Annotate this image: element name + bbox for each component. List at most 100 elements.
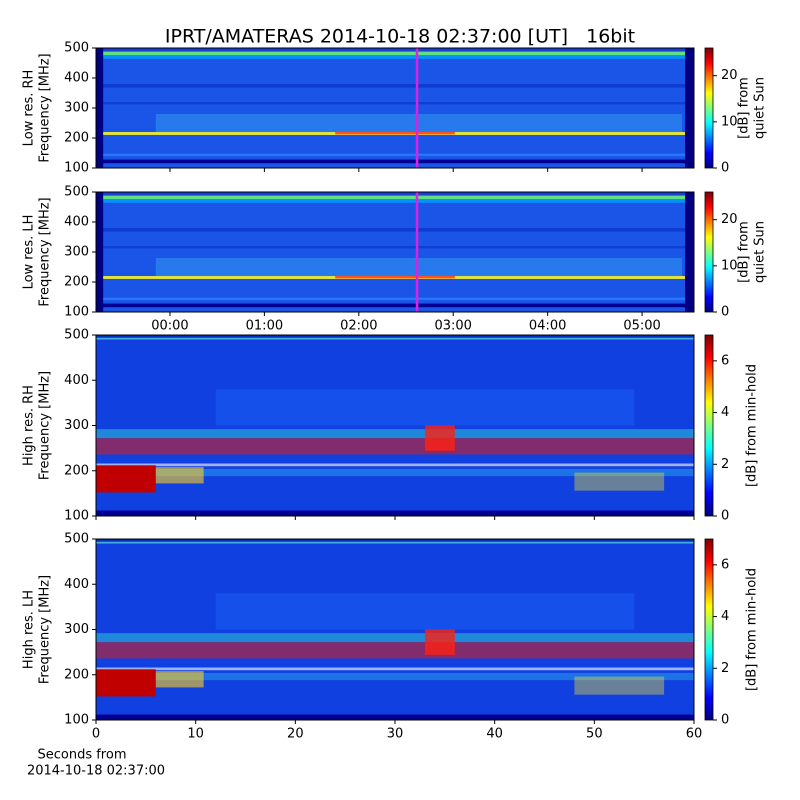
spectrogram-band [96,84,694,88]
spectrogram-band [96,153,694,156]
spectrogram-band [96,48,104,168]
y-tick-label: 500 [64,328,89,343]
spectrogram-band [96,337,694,340]
colorbar-tick-label: 2 [721,457,729,472]
spectrogram-band [96,669,156,697]
spectrogram-band [96,199,694,203]
colorbar-tick-label: 0 [721,509,729,524]
y-tick-label: 400 [64,577,89,592]
spectrogram-band [96,463,694,467]
x-tick-label: 02:00 [340,319,377,334]
spectrogram-band [424,629,455,655]
x-tick-label: 00:00 [151,319,188,334]
spectrogram-band [96,55,694,59]
spectrogram-band [96,192,104,312]
y-tick-label: 200 [64,131,89,146]
colorbar-tick-label: 6 [721,557,729,572]
spectrogram-band [96,429,694,439]
y-tick-label: 200 [64,275,89,290]
y-tick-label: 400 [64,215,89,230]
y-tick-label: 400 [64,71,89,86]
spectrogram [96,48,694,168]
colorbar-tick-label: 2 [721,661,729,676]
colorbar [704,334,714,517]
x-tick-label: 50 [586,727,603,742]
spectrogram-band [574,676,665,695]
colorbar-tick-label: 4 [721,609,729,624]
y-tick-label: 300 [64,622,89,637]
y-tick-label: 100 [64,305,89,320]
spectrogram-band [96,192,694,196]
spectrogram-band [96,102,694,105]
chart-title: IPRT/AMATERAS 2014-10-18 02:37:00 [UT] 1… [165,26,635,48]
spectrogram-band [96,48,694,52]
spectrogram-band [96,642,694,659]
colorbar-label: [dB] from [737,221,752,283]
colorbar [704,538,714,721]
y-axis-label: High res. RH [22,385,37,466]
spectrogram-band [155,258,683,276]
colorbar-tick-label: 20 [721,212,738,227]
y-axis-label: Low res. LH [22,215,37,290]
spectrogram-band [424,425,455,451]
spectrogram-band [685,192,694,312]
y-tick-label: 300 [64,418,89,433]
x-tick-label: 40 [486,727,503,742]
x-axis-label: Seconds from [37,748,126,763]
y-tick-label: 100 [64,161,89,176]
spectrogram-band [155,671,204,688]
y-tick-label: 100 [64,509,89,524]
y-axis-label: Frequency [MHz] [38,371,53,480]
spectrogram-band [96,541,694,544]
y-axis-label: Frequency [MHz] [38,197,53,306]
x-tick-label: 30 [387,727,404,742]
y-axis-label: Frequency [MHz] [38,575,53,684]
x-tick-label: 60 [686,727,703,742]
spectrogram-band [215,389,635,426]
y-tick-label: 500 [64,185,89,200]
colorbar [704,191,714,313]
colorbar [704,47,714,169]
spectrogram [96,192,694,312]
colorbar-tick-label: 10 [721,258,738,273]
y-axis-label: Frequency [MHz] [38,53,53,162]
spectrogram-band [96,667,694,671]
y-tick-label: 400 [64,373,89,388]
spectrogram-band [335,276,455,279]
y-tick-label: 500 [64,532,89,547]
colorbar-label: quiet Sun [753,221,768,283]
spectrogram-band [96,465,156,493]
y-tick-label: 300 [64,245,89,260]
spectrogram-band [96,438,694,455]
x-tick-label: 01:00 [246,319,283,334]
spectrogram-band [96,633,694,643]
y-tick-label: 300 [64,101,89,116]
colorbar-label: [dB] from [737,77,752,139]
colorbar-tick-label: 10 [721,114,738,129]
spectrogram-band [155,114,683,132]
y-axis-label: Low res. RH [22,70,37,147]
colorbar-tick-label: 20 [721,68,738,83]
spectrogram-band [96,246,694,249]
y-tick-label: 200 [64,667,89,682]
colorbar-tick-label: 0 [721,305,729,320]
spectrogram-band [96,714,694,720]
spectrogram-band [685,48,694,168]
y-axis-label: High res. LH [22,590,37,669]
spectrogram-band [96,195,694,200]
spectrogram-band [215,593,635,630]
spectrogram [96,335,694,516]
y-tick-label: 100 [64,713,89,728]
spectrogram-band [96,51,694,56]
spectrogram-band [96,335,694,339]
colorbar-label: [dB] from min-hold [745,364,760,487]
colorbar-tick-label: 6 [721,353,729,368]
colorbar-tick-label: 4 [721,405,729,420]
x-tick-label: 10 [187,727,204,742]
y-tick-label: 500 [64,41,89,56]
spectrogram-band [574,472,665,491]
spectrogram-band [96,672,694,681]
colorbar-label: [dB] from min-hold [745,568,760,691]
spectrogram [96,539,694,720]
